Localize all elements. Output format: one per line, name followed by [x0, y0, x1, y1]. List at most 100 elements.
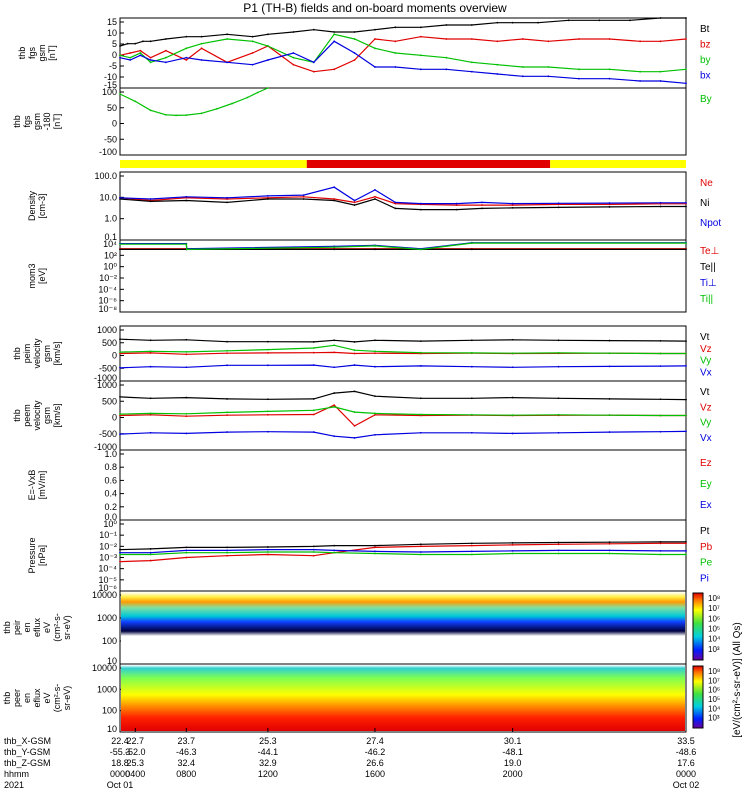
colorbar-tick: 10⁶	[708, 686, 720, 695]
data-point	[470, 550, 473, 553]
tick-label: 500	[102, 338, 117, 348]
data-point	[312, 347, 315, 349]
data-point	[608, 398, 611, 400]
x-axis-value: 18.8	[111, 758, 129, 768]
data-point	[470, 242, 473, 244]
data-point	[419, 54, 422, 57]
data-point	[149, 350, 152, 353]
x-axis-value: 26.6	[366, 758, 384, 768]
data-point	[251, 40, 254, 43]
data-point	[312, 551, 315, 553]
data-point	[312, 413, 315, 416]
series-line	[119, 430, 687, 439]
heatmap-image	[121, 592, 685, 663]
panel-label: thbpeemvelocitygsm[km/s]	[12, 400, 62, 431]
data-point	[470, 38, 473, 40]
data-point	[149, 548, 152, 550]
panel-frame	[119, 17, 687, 89]
data-point	[374, 412, 376, 415]
tick-label: 10⁴	[103, 239, 117, 249]
data-point	[419, 340, 422, 343]
x-axis-value: -46.3	[176, 747, 197, 757]
data-point	[419, 68, 422, 71]
colorbar-tick: 10⁶	[708, 614, 720, 623]
data-point	[266, 546, 269, 548]
data-point	[333, 339, 336, 342]
data-point	[333, 366, 336, 369]
legend-entry: bx	[700, 71, 711, 82]
data-point	[312, 409, 315, 412]
legend-entry: Vx	[700, 433, 712, 444]
data-point	[481, 207, 483, 210]
data-point	[470, 339, 473, 342]
data-point	[481, 204, 483, 206]
data-point	[266, 198, 269, 200]
series-line	[119, 40, 687, 84]
data-point	[659, 17, 662, 19]
panel-label-line: gsm	[42, 407, 52, 424]
x-axis-value: -55.3	[110, 747, 131, 757]
data-point	[511, 544, 514, 546]
data-point	[149, 365, 152, 368]
data-point	[659, 205, 662, 208]
tick-label: -1000	[94, 373, 117, 383]
data-point	[353, 204, 356, 206]
data-point	[200, 112, 203, 115]
tick-label: 100	[102, 706, 117, 716]
data-point	[333, 551, 336, 554]
data-point	[419, 35, 422, 38]
data-point	[333, 344, 336, 347]
data-point	[226, 201, 228, 204]
data-point	[292, 52, 295, 54]
data-point	[119, 560, 121, 563]
data-point	[394, 40, 397, 43]
data-point	[353, 199, 356, 202]
data-point	[149, 56, 152, 59]
data-point	[419, 248, 422, 251]
panel-frame	[119, 519, 687, 592]
panel-label-line: peim	[22, 344, 32, 364]
data-point	[685, 82, 687, 85]
colorbar-tick: 10⁴	[708, 704, 721, 713]
data-point	[333, 404, 336, 407]
x-axis-value: 0400	[125, 769, 145, 779]
x-axis-value: 25.3	[127, 758, 145, 768]
data-point	[470, 431, 473, 434]
data-point	[511, 206, 514, 209]
data-point	[419, 397, 422, 400]
data-point	[445, 38, 448, 40]
panel-label-line: gsm	[42, 345, 52, 362]
panel-label-line: eV	[42, 692, 52, 703]
data-point	[419, 545, 422, 548]
tick-label: 5	[112, 39, 117, 49]
data-point	[119, 248, 121, 251]
series-line	[119, 390, 687, 401]
data-point	[419, 551, 422, 553]
data-point	[119, 433, 121, 436]
data-point	[134, 100, 137, 103]
tick-label: 10⁻⁴	[98, 564, 117, 574]
data-point	[374, 413, 376, 416]
data-point	[608, 38, 611, 40]
data-point	[629, 19, 631, 22]
x-axis-value: 0800	[176, 769, 196, 779]
data-point	[685, 542, 687, 545]
data-point	[659, 430, 662, 433]
data-point	[312, 351, 315, 354]
x-axis-value: 33.5	[677, 736, 695, 746]
data-point	[557, 413, 560, 416]
colorbar-tick: 10⁷	[708, 604, 720, 613]
data-point	[149, 559, 152, 562]
tick-label: -100	[99, 147, 117, 157]
data-point	[312, 431, 315, 433]
tick-label: -5	[109, 61, 117, 71]
panel-label: thbfgsgsm[nT]	[17, 44, 57, 61]
x-axis-value: 2000	[503, 769, 523, 779]
data-point	[608, 68, 611, 71]
data-point	[455, 208, 458, 211]
panel-label-line: [eV]	[37, 268, 47, 284]
data-point	[312, 545, 315, 548]
